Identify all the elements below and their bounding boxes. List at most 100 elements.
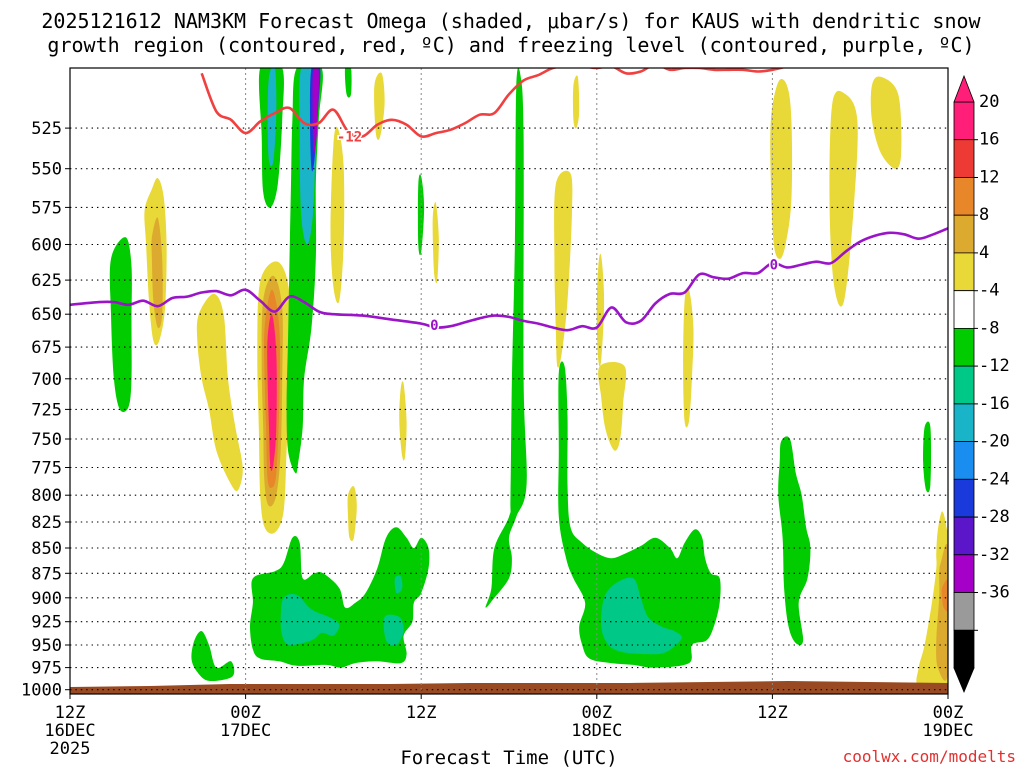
x-tick-label-h0-1: 16DEC [44, 721, 95, 741]
y-tick-label-625: 625 [31, 271, 62, 291]
colorbar-swatch-2 [953, 177, 975, 216]
colorbar-label-4: 4 [979, 243, 989, 263]
colorbar-label-7: -12 [979, 356, 1010, 376]
dgz-isotherm-line [200, 68, 786, 139]
x-tick-label-h48-0: 12Z [757, 703, 788, 723]
omega-region-24 [191, 631, 235, 682]
y-tick-label-700: 700 [31, 370, 62, 390]
colorbar-top-arrow [953, 74, 975, 103]
y-tick-label-900: 900 [31, 589, 62, 609]
omega-region-31 [344, 68, 352, 98]
y-tick-label-950: 950 [31, 636, 62, 656]
colorbar-label-1: 16 [979, 130, 999, 150]
omega-region-21 [936, 543, 948, 681]
x-tick-label-h12-1: 17DEC [220, 721, 271, 741]
freezing-level-label-1: 0 [770, 258, 778, 274]
colorbar-swatch-9 [953, 441, 975, 480]
y-tick-label-525: 525 [31, 119, 62, 139]
omega-region-40 [778, 436, 811, 646]
colorbar-swatch-7 [953, 365, 975, 405]
y-tick-label-775: 775 [31, 459, 62, 479]
colorbar-swatch-13 [953, 592, 975, 631]
omega-shading-layer [109, 68, 948, 693]
omega-region-30 [312, 68, 319, 153]
omega-region-18 [829, 90, 858, 307]
colorbar-swatch-11 [953, 516, 975, 556]
colorbar-label-13: -36 [979, 583, 1010, 603]
x-tick-label-h0-2: 2025 [50, 739, 91, 759]
axis-layer: 525 550 575 600 625 650 675 700 725 750 775 800 825 8… [21, 119, 974, 759]
x-axis-label: Forecast Time (UTC) [400, 747, 617, 768]
dgz-isotherm-label-0: -12 [337, 129, 362, 145]
colorbar-swatch-8 [953, 403, 975, 442]
omega-region-26 [267, 68, 277, 167]
colorbar-label-10: -24 [979, 469, 1010, 489]
colorbar-swatch-5 [953, 290, 975, 329]
omega-region-13 [572, 75, 580, 129]
colorbar-label-5: -4 [979, 281, 999, 301]
colorbar-bottom-arrow [953, 667, 975, 694]
y-tick-label-875: 875 [31, 564, 62, 584]
colorbar-label-8: -16 [979, 394, 1010, 414]
freezing-level-label-0: 0 [430, 318, 438, 334]
omega-region-36 [394, 575, 403, 594]
x-tick-label-h12-0: 00Z [230, 703, 261, 723]
colorbar-label-3: 8 [979, 205, 989, 225]
y-tick-label-550: 550 [31, 160, 62, 180]
y-tick-label-575: 575 [31, 198, 62, 218]
x-tick-label-h0-0: 12Z [55, 703, 86, 723]
x-tick-label-h36-0: 00Z [581, 703, 612, 723]
y-tick-label-800: 800 [31, 486, 62, 506]
x-tick-label-h24-0: 12Z [406, 703, 437, 723]
y-tick-label-850: 850 [31, 539, 62, 559]
omega-region-7 [330, 126, 345, 304]
y-tick-label-600: 600 [31, 236, 62, 256]
omega-region-35 [383, 614, 404, 646]
plot-frame [69, 67, 949, 695]
colorbar-label-12: -32 [979, 545, 1010, 565]
omega-region-17 [770, 79, 793, 259]
omega-region-22 [941, 579, 948, 612]
omega-region-11 [432, 201, 439, 284]
chart-title-line-2: growth region (contoured, red, ºC) and f… [47, 33, 974, 57]
omega-region-34 [280, 594, 340, 646]
colorbar: 20 16 12 8 4 -4 -8 -12 -16 -20 -24 -28 -32 -36 [953, 74, 1010, 694]
omega-region-16 [683, 287, 694, 428]
y-tick-label-925: 925 [31, 613, 62, 633]
omega-region-19 [870, 76, 902, 169]
ground-layer [70, 681, 948, 694]
credit-text: coolwx.com/modelts [843, 747, 1016, 766]
omega-region-39 [601, 577, 682, 655]
y-tick-label-675: 675 [31, 338, 62, 358]
y-tick-label-750: 750 [31, 430, 62, 450]
omega-region-1 [151, 217, 163, 329]
chart-title-line-1: 2025121612 NAM3KM Forecast Omega (shaded… [41, 9, 981, 33]
colorbar-swatch-14 [953, 629, 975, 669]
colorbar-label-11: -28 [979, 507, 1010, 527]
colorbar-label-2: 12 [979, 168, 999, 188]
x-tick-label-h36-1: 18DEC [571, 721, 622, 741]
ground-terrain [70, 681, 948, 694]
x-tick-label-h60-1: 19DEC [922, 721, 973, 741]
colorbar-swatch-12 [953, 554, 975, 593]
contour-layer: 0 0 -12 [70, 68, 948, 335]
omega-region-6 [267, 313, 277, 471]
omega-region-23 [109, 237, 132, 413]
colorbar-swatch-4 [953, 252, 975, 291]
grid-layer [70, 68, 948, 694]
y-tick-label-1000: 1000 [21, 681, 62, 701]
omega-region-12 [554, 170, 573, 368]
colorbar-label-9: -20 [979, 432, 1010, 452]
y-tick-label-650: 650 [31, 305, 62, 325]
y-tick-label-975: 975 [31, 659, 62, 679]
colorbar-swatch-6 [953, 327, 975, 367]
y-tick-label-825: 825 [31, 513, 62, 533]
omega-region-2 [196, 293, 243, 491]
omega-region-14 [596, 253, 605, 367]
omega-region-38 [558, 361, 721, 668]
plot-background [70, 68, 948, 694]
colorbar-swatch-1 [953, 139, 975, 178]
colorbar-swatch-0 [953, 101, 975, 141]
colorbar-label-0: 20 [979, 92, 999, 112]
